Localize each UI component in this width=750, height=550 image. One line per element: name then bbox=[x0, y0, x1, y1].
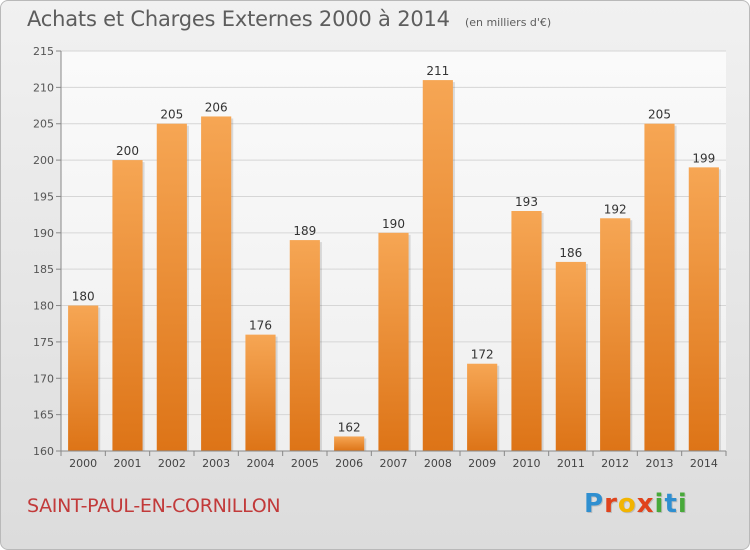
bar-value-label: 206 bbox=[205, 100, 228, 114]
bar bbox=[289, 240, 320, 451]
x-tick-label: 2010 bbox=[513, 457, 541, 470]
y-tick-label: 205 bbox=[33, 118, 54, 131]
bar bbox=[511, 211, 542, 451]
title-block: Achats et Charges Externes 2000 à 2014 (… bbox=[27, 7, 551, 31]
brand-letter: x bbox=[636, 489, 655, 519]
x-tick-label: 2013 bbox=[646, 457, 674, 470]
y-tick-label: 195 bbox=[33, 190, 54, 203]
brand-letter: P bbox=[584, 489, 605, 519]
brand-letter: t bbox=[664, 489, 678, 519]
bar bbox=[555, 261, 586, 451]
x-tick-label: 2000 bbox=[69, 457, 97, 470]
bar bbox=[688, 167, 719, 451]
y-tick-label: 200 bbox=[33, 154, 54, 167]
y-tick-label: 180 bbox=[33, 300, 54, 313]
x-tick-label: 2004 bbox=[247, 457, 275, 470]
chart-title: Achats et Charges Externes 2000 à 2014 bbox=[27, 7, 450, 31]
y-tick-label: 175 bbox=[33, 336, 54, 349]
bar bbox=[467, 363, 498, 451]
bar-value-label: 176 bbox=[249, 319, 272, 333]
bar-value-label: 205 bbox=[648, 108, 671, 122]
bar bbox=[156, 123, 187, 452]
bar-value-label: 190 bbox=[382, 217, 405, 231]
bar-value-label: 199 bbox=[692, 151, 715, 165]
x-tick-label: 2011 bbox=[557, 457, 585, 470]
chart-unit: (en milliers d'€) bbox=[464, 16, 552, 29]
bar bbox=[422, 80, 453, 451]
x-tick-label: 2007 bbox=[380, 457, 408, 470]
x-tick-label: 2014 bbox=[690, 457, 718, 470]
axes: 160 165 170 175 180 185 190 195 200 205 210 215 2000… bbox=[33, 45, 727, 470]
bar bbox=[378, 232, 409, 451]
x-tick-label: 2005 bbox=[291, 457, 319, 470]
bar bbox=[68, 305, 99, 451]
bar-value-label: 205 bbox=[160, 108, 183, 122]
bar bbox=[334, 436, 365, 451]
brand-letter: i bbox=[677, 489, 688, 519]
brand-logo: Proxiti bbox=[584, 489, 688, 519]
x-tick-label: 2008 bbox=[424, 457, 452, 470]
y-tick-label: 210 bbox=[33, 81, 54, 94]
x-tick-label: 2009 bbox=[468, 457, 496, 470]
bar-value-label: 172 bbox=[471, 348, 494, 362]
y-tick-label: 185 bbox=[33, 263, 54, 276]
bars: 180 200 205 206 176 189 162 190 211 172 193 186 192 2… bbox=[68, 64, 721, 452]
bar-value-label: 180 bbox=[72, 290, 95, 304]
bar-value-label: 189 bbox=[293, 224, 316, 238]
brand-letter: r bbox=[604, 489, 618, 519]
y-tick-label: 160 bbox=[33, 445, 54, 458]
x-tick-label: 2012 bbox=[601, 457, 629, 470]
bar-value-label: 192 bbox=[604, 202, 627, 216]
y-tick-label: 215 bbox=[33, 45, 54, 58]
bar bbox=[112, 160, 143, 451]
bar bbox=[644, 123, 675, 452]
bar bbox=[201, 116, 232, 452]
brand-letter: i bbox=[654, 489, 665, 519]
x-tick-label: 2001 bbox=[114, 457, 142, 470]
bar bbox=[245, 334, 276, 451]
bar-value-label: 186 bbox=[559, 246, 582, 260]
bar-value-label: 162 bbox=[338, 420, 361, 434]
x-tick-label: 2006 bbox=[335, 457, 363, 470]
y-tick-label: 170 bbox=[33, 372, 54, 385]
bar-value-label: 193 bbox=[515, 195, 538, 209]
x-tick-label: 2003 bbox=[202, 457, 230, 470]
bar-value-label: 200 bbox=[116, 144, 139, 158]
x-tick-label: 2002 bbox=[158, 457, 186, 470]
bar bbox=[600, 218, 631, 451]
y-tick-label: 190 bbox=[33, 227, 54, 240]
y-tick-label: 165 bbox=[33, 409, 54, 422]
bar-value-label: 211 bbox=[426, 64, 449, 78]
place-name: SAINT-PAUL-EN-CORNILLON bbox=[27, 495, 281, 517]
brand-letter: o bbox=[617, 489, 637, 519]
